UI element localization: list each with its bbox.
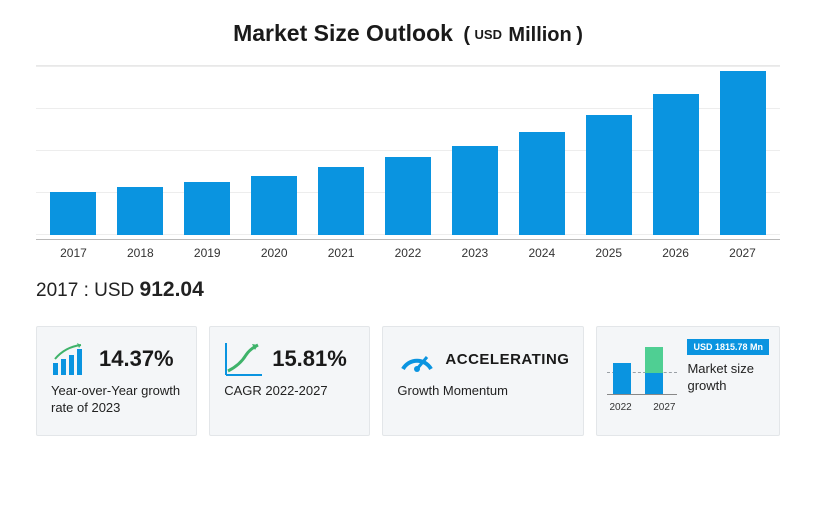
yoy-label: Year-over-Year growth rate of 2023 xyxy=(51,383,182,417)
chart-bars xyxy=(36,66,780,235)
x-axis-label: 2017 xyxy=(50,246,96,260)
chart-x-axis: 2017 2018 2019 2020 2021 2022 2023 2024 2025 2026… xyxy=(36,239,780,260)
chart-bar xyxy=(251,176,297,235)
chart-unit-main: Million xyxy=(508,24,571,47)
growth-badge: USD 1815.78 Mn xyxy=(687,339,769,355)
cagr-label: CAGR 2022-2027 xyxy=(224,383,355,400)
x-axis-label: 2023 xyxy=(452,246,498,260)
chart-bar xyxy=(452,146,498,235)
x-axis-label: 2020 xyxy=(251,246,297,260)
stats-row: 14.37% Year-over-Year growth rate of 202… xyxy=(36,326,780,436)
x-axis-label: 2025 xyxy=(586,246,632,260)
chart-bar xyxy=(720,71,766,235)
chart-bar xyxy=(385,157,431,235)
momentum-value: ACCELERATING xyxy=(445,351,569,368)
x-axis-label: 2024 xyxy=(519,246,565,260)
bar-chart xyxy=(36,65,780,235)
chart-title-row: Market Size Outlook ( USD Million ) xyxy=(36,20,780,47)
mini-start-year: 2022 xyxy=(609,402,631,413)
chart-unit-prefix: USD xyxy=(475,27,502,42)
paren-open: ( xyxy=(463,24,470,46)
gauge-icon xyxy=(397,341,437,377)
stat-card-momentum: ACCELERATING Growth Momentum xyxy=(382,326,584,436)
chart-bar xyxy=(184,182,230,235)
baseline-row: 2017 : USD 912.04 xyxy=(36,278,780,302)
growth-arrow-icon xyxy=(224,341,264,377)
growth-label: Market size growth xyxy=(687,361,769,395)
mini-end-year: 2027 xyxy=(653,402,675,413)
x-axis-label: 2021 xyxy=(318,246,364,260)
bar-up-icon xyxy=(51,341,91,377)
stat-card-cagr: 15.81% CAGR 2022-2027 xyxy=(209,326,370,436)
stat-card-yoy: 14.37% Year-over-Year growth rate of 202… xyxy=(36,326,197,436)
x-axis-label: 2027 xyxy=(720,246,766,260)
cagr-value: 15.81% xyxy=(272,346,347,372)
paren-close: ) xyxy=(576,24,583,46)
chart-bar xyxy=(318,167,364,235)
chart-title: Market Size Outlook xyxy=(233,20,453,47)
stat-card-growth: 2022 2027 USD 1815.78 Mn Market size gro… xyxy=(596,326,780,436)
yoy-value: 14.37% xyxy=(99,346,174,372)
chart-bar xyxy=(586,115,632,235)
x-axis-label: 2022 xyxy=(385,246,431,260)
x-axis-label: 2019 xyxy=(184,246,230,260)
momentum-label: Growth Momentum xyxy=(397,383,569,400)
baseline-year: 2017 xyxy=(36,280,78,301)
chart-bar xyxy=(653,94,699,235)
chart-bar xyxy=(117,187,163,235)
mini-chart: 2022 2027 xyxy=(607,337,677,417)
x-axis-label: 2026 xyxy=(653,246,699,260)
x-axis-label: 2018 xyxy=(117,246,163,260)
chart-bar xyxy=(50,192,96,235)
chart-bar xyxy=(519,132,565,235)
baseline-currency: USD xyxy=(94,280,134,301)
baseline-value: 912.04 xyxy=(140,278,204,301)
